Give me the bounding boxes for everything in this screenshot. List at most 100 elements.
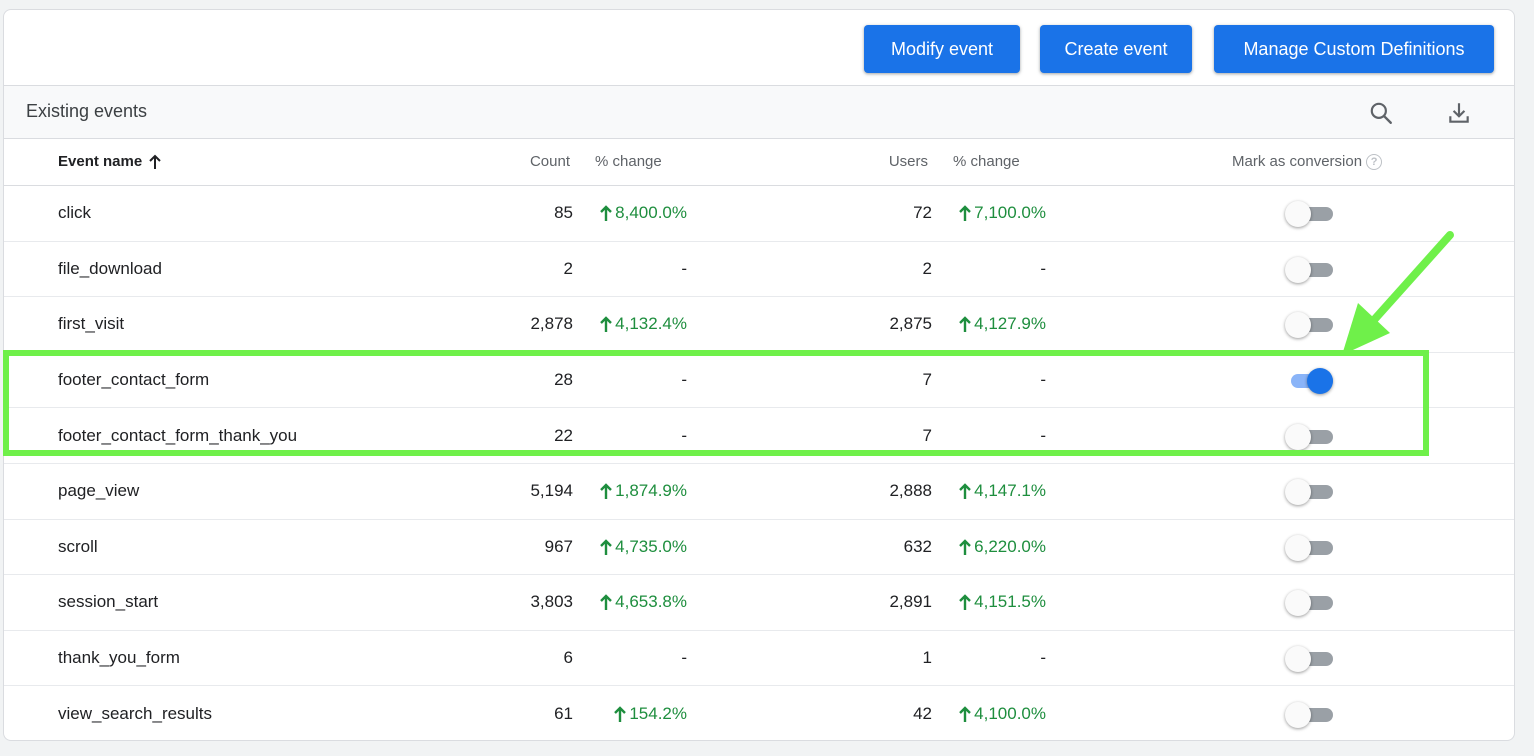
users-change-cell: - [1040,425,1046,445]
event-name-header[interactable]: Event name [58,153,162,170]
count-cell: 2,878 [530,314,573,334]
conversion-toggle[interactable] [1285,423,1333,450]
users-cell: 42 [913,703,932,723]
toolbar: Modify event Create event Manage Custom … [4,10,1514,86]
users-cell: 1 [922,648,932,668]
count-change-cell: - [681,370,687,390]
count-cell: 22 [554,425,573,445]
count-change-cell: - [681,258,687,278]
users-cell: 632 [903,536,932,556]
event-name-cell[interactable]: footer_contact_form_thank_you [58,425,298,445]
event-name-cell[interactable]: file_download [58,258,162,278]
conversion-toggle[interactable] [1285,368,1333,395]
users-change-cell: 4,100.0% [958,704,1046,724]
manage-custom-definitions-button[interactable]: Manage Custom Definitions [1214,25,1494,73]
count-change-cell: - [681,648,687,668]
conversion-toggle[interactable] [1285,701,1333,728]
users-change-cell: - [1040,370,1046,390]
count-cell: 967 [544,536,573,556]
event-name-cell[interactable]: page_view [58,481,140,501]
conversion-toggle[interactable] [1285,312,1333,339]
arrow-up-icon [149,154,161,169]
arrow-up-icon [959,594,972,611]
table-row[interactable]: view_search_results 61 154.2% 42 4,100.0% [4,686,1514,740]
arrow-up-icon [600,316,613,333]
event-name-cell[interactable]: thank_you_form [58,648,180,668]
table-row[interactable]: first_visit 2,878 4,132.4% 2,875 4,127.9% [4,297,1514,353]
users-cell: 7 [922,425,932,445]
users-cell: 72 [913,203,932,223]
table-row[interactable]: page_view 5,194 1,874.9% 2,888 4,147.1% [4,464,1514,520]
table-row[interactable]: file_download 2 - 2 - [4,242,1514,298]
conversion-toggle[interactable] [1285,256,1333,283]
event-name-cell[interactable]: footer_contact_form [58,370,210,390]
conversion-toggle[interactable] [1285,590,1333,617]
count-change-cell: - [681,425,687,445]
count-change-cell: 1,874.9% [599,481,687,501]
toggle-knob [1285,701,1311,728]
table-row[interactable]: footer_contact_form 28 - 7 - [4,353,1514,409]
count-header[interactable]: Count [529,153,570,170]
modify-event-button[interactable]: Modify event [864,25,1020,73]
users-change-cell: - [1040,258,1046,278]
count-change-cell: 4,735.0% [599,537,687,557]
conversion-header-label: Mark as conversion [1232,153,1363,170]
arrow-up-icon [959,316,972,333]
count-change-cell: 4,132.4% [599,314,687,334]
table-header: Event name Count % change Users % change… [4,139,1514,186]
users-change-cell: 4,147.1% [958,481,1046,501]
conversion-toggle[interactable] [1285,646,1333,673]
arrow-up-icon [959,705,972,722]
event-name-cell[interactable]: first_visit [58,314,125,334]
toggle-knob [1285,534,1311,561]
arrow-up-icon [959,539,972,555]
conversion-toggle[interactable] [1285,479,1333,506]
table-row[interactable]: click 85 8,400.0% 72 7,100.0% [4,186,1514,242]
users-change-cell: 6,220.0% [958,537,1046,557]
count-change-header[interactable]: % change [595,153,662,170]
conversion-toggle[interactable] [1285,534,1333,561]
event-name-cell[interactable]: scroll [58,536,98,556]
table-row[interactable]: session_start 3,803 4,653.8% 2,891 4,151.5% [4,575,1514,631]
search-icon[interactable] [1366,98,1396,128]
arrow-up-icon [600,205,613,222]
users-change-header[interactable]: % change [953,153,1020,170]
toggle-knob [1285,479,1311,506]
count-cell: 3,803 [530,592,573,612]
toggle-knob [1285,423,1311,450]
event-name-cell[interactable]: click [58,203,92,223]
toggle-knob [1285,646,1311,673]
users-header[interactable]: Users [888,153,928,170]
count-cell: 28 [554,370,573,390]
count-cell: 85 [554,203,573,223]
count-cell: 61 [554,703,573,723]
help-icon[interactable]: ? [1366,153,1383,170]
table-row[interactable]: scroll 967 4,735.0% 632 6,220.0% [4,520,1514,576]
section-header: Existing events [4,86,1514,139]
arrow-up-icon [959,205,972,222]
users-change-cell: - [1040,648,1046,668]
users-cell: 2 [922,258,932,278]
event-name-cell[interactable]: view_search_results [58,703,213,723]
conversion-toggle[interactable] [1285,201,1333,228]
users-cell: 2,888 [889,481,932,501]
users-change-cell: 4,151.5% [958,592,1046,612]
table-row[interactable]: thank_you_form 6 - 1 - [4,631,1514,687]
arrow-up-icon [959,483,972,500]
table-row[interactable]: footer_contact_form_thank_you 22 - 7 - [4,408,1514,464]
toggle-knob [1307,368,1333,395]
create-event-button[interactable]: Create event [1040,25,1192,73]
conversion-header: Mark as conversion ? [1232,153,1383,170]
count-change-cell: 154.2% [613,704,687,724]
arrow-up-icon [600,483,613,500]
download-icon[interactable] [1444,98,1474,128]
events-card: Modify event Create event Manage Custom … [3,9,1515,741]
arrow-up-icon [600,539,613,555]
section-title: Existing events [26,101,148,121]
toggle-knob [1285,201,1311,228]
event-name-cell[interactable]: session_start [58,592,159,612]
users-cell: 7 [922,370,932,390]
arrow-up-icon [614,705,627,722]
toggle-knob [1285,256,1311,283]
toggle-knob [1285,590,1311,617]
